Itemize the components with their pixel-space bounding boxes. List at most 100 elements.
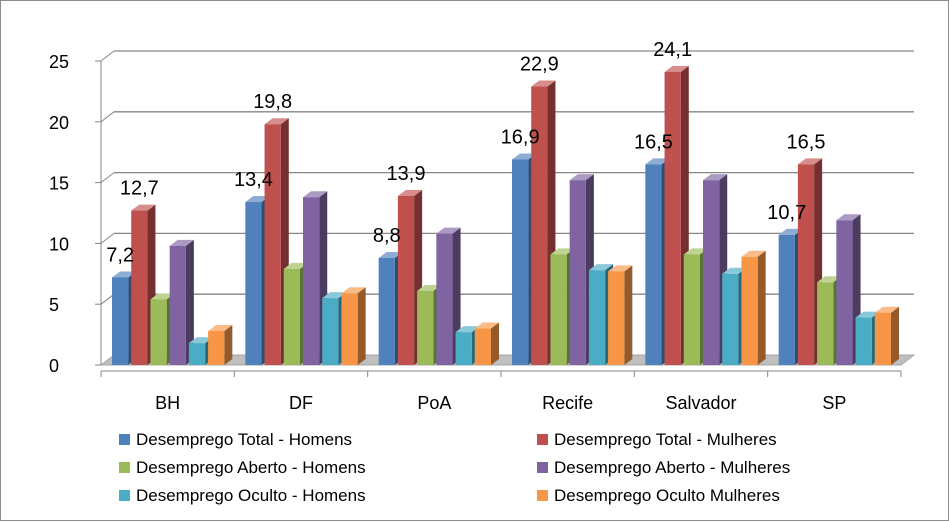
bar-sp-s5 [874, 306, 899, 365]
data-label-7: 22,9 [520, 54, 559, 76]
bar-front [550, 254, 567, 365]
data-label-0: 7,2 [106, 244, 134, 266]
bar-front [208, 330, 225, 365]
bar-top [722, 267, 747, 274]
bar-front [131, 210, 148, 365]
bar-front [797, 164, 815, 365]
bar-poa-s1 [397, 189, 423, 365]
bar-front [569, 180, 586, 365]
bar-front [664, 71, 681, 365]
bars [112, 65, 899, 366]
bar-front [322, 298, 339, 365]
x-tick-label-4: Salvador [665, 393, 736, 413]
data-label-11: 16,5 [787, 131, 826, 153]
bar-sp-s3 [836, 214, 861, 365]
data-label-2: 13,4 [234, 169, 273, 191]
bar-top [112, 271, 137, 278]
bar-top [703, 174, 728, 181]
bar-front [741, 256, 758, 365]
data-label-10: 10,7 [767, 202, 806, 224]
bar-top [188, 337, 214, 344]
bar-top [855, 311, 880, 318]
y-tick-label-3: 15 [49, 174, 69, 194]
bar-df-s3 [303, 191, 328, 365]
bar-front [703, 180, 720, 365]
bar-poa-s5 [474, 322, 499, 365]
data-label-6: 16,9 [501, 126, 540, 148]
bar-top [245, 196, 270, 203]
bar-front [874, 312, 891, 365]
bar-salvador-s3 [703, 174, 728, 365]
x-tick-label-1: DF [289, 393, 313, 413]
legend-swatch [119, 490, 130, 501]
bar-front [531, 86, 548, 365]
bar-sp-s1 [797, 158, 823, 365]
bar-front [474, 328, 491, 365]
bar-front [512, 159, 529, 365]
legend-label: Desemprego Aberto - Mulheres [554, 458, 790, 477]
bar-front [245, 202, 262, 365]
bar-top [569, 174, 594, 181]
bar-front [778, 234, 795, 365]
bar-front [683, 254, 700, 365]
bar-top [588, 264, 614, 271]
bar-front [436, 233, 453, 365]
bar-top [836, 214, 861, 221]
bar-top [550, 248, 575, 255]
y-tick-label-1: 5 [49, 295, 59, 315]
bar-side [224, 324, 233, 365]
bar-top [283, 262, 308, 269]
bar-top [150, 293, 175, 300]
bar-top [778, 228, 803, 235]
bar-front [283, 268, 300, 365]
legend-label: Desemprego Total - Mulheres [554, 430, 777, 449]
legend-item-1: Desemprego Total - Mulheres [537, 430, 777, 449]
bar-front [341, 293, 358, 365]
bar-bh-s3 [169, 239, 194, 365]
bar-front [188, 343, 206, 365]
bar-top [436, 227, 461, 234]
gridline-depth-2 [100, 233, 115, 244]
bar-side [357, 287, 366, 365]
bar-top [417, 284, 442, 291]
bar-front [817, 282, 834, 365]
gridline-depth-3 [100, 172, 115, 183]
bar-top [817, 276, 842, 283]
bar-side [491, 322, 499, 365]
legend-swatch [537, 462, 548, 473]
gridline-depth-4 [100, 111, 115, 123]
bar-top [741, 250, 766, 257]
legend-item-3: Desemprego Aberto - Mulheres [537, 458, 790, 477]
bar-top [455, 326, 480, 333]
bar-df-s5 [341, 287, 366, 365]
bar-bh-s5 [208, 324, 233, 365]
data-label-9: 24,1 [653, 39, 692, 61]
bar-top [664, 65, 689, 72]
bar-recife-s5 [608, 265, 633, 365]
bar-front [264, 124, 281, 366]
data-label-8: 16,5 [634, 131, 673, 153]
y-tick-label-4: 20 [49, 113, 69, 133]
bar-front [645, 164, 662, 365]
bar-top [264, 118, 289, 125]
data-label-4: 8,8 [373, 225, 401, 247]
x-tick-label-2: PoA [417, 393, 451, 413]
bar-side [185, 239, 194, 365]
y-tick-label-0: 0 [49, 356, 59, 376]
bar-front [608, 271, 625, 365]
legend-item-5: Desemprego Oculto Mulheres [537, 486, 780, 505]
bar-top [322, 292, 347, 299]
legend-label: Desemprego Aberto - Homens [136, 458, 366, 477]
bar-salvador-s5 [741, 250, 766, 365]
data-label-5: 13,9 [387, 163, 426, 185]
data-labels: 7,2 12,7 13,4 19,8 8,8 13,9 16,9 22,9 16,5 24,1 10… [106, 39, 825, 267]
bar-side [624, 265, 633, 365]
gridline-depth-5 [100, 50, 115, 62]
bar-front [150, 299, 167, 365]
legend: Desemprego Total - Homens Desemprego Tota… [119, 430, 790, 505]
bar-top [608, 265, 633, 272]
bar-front [378, 257, 395, 365]
bar-top [531, 80, 556, 87]
